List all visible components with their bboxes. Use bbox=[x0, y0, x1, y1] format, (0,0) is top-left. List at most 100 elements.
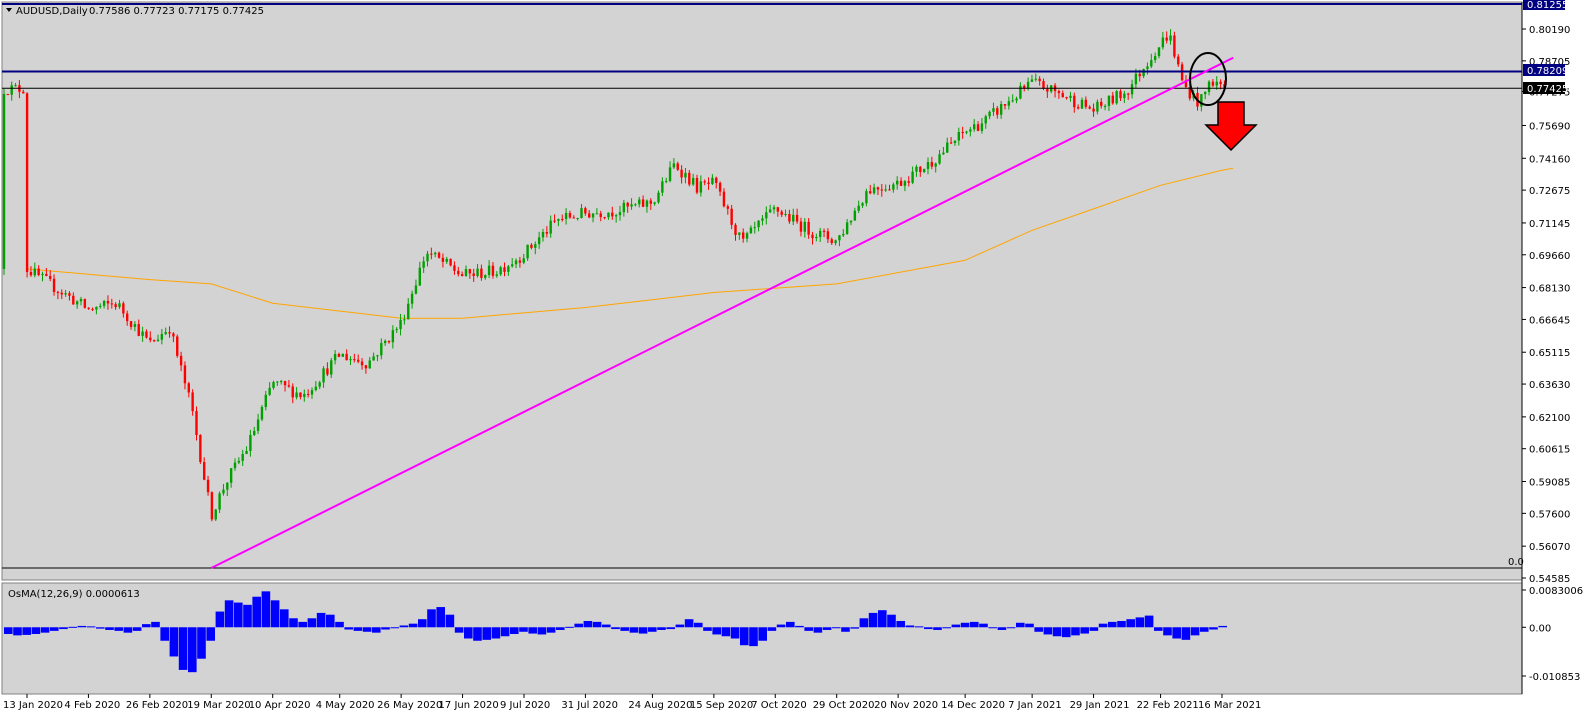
candle bbox=[91, 307, 94, 312]
symbol-dropdown-icon[interactable] bbox=[6, 8, 12, 12]
osma-bar bbox=[114, 627, 123, 631]
candle bbox=[287, 379, 291, 388]
candle-body bbox=[518, 260, 522, 263]
uptrend-line[interactable] bbox=[210, 56, 1234, 569]
candle-body bbox=[495, 274, 498, 276]
candle bbox=[449, 258, 452, 267]
candle-body bbox=[49, 275, 52, 279]
osma-bar bbox=[95, 627, 105, 629]
osma-bar bbox=[1071, 627, 1080, 636]
candle-body bbox=[757, 220, 760, 228]
candle-body bbox=[118, 303, 121, 308]
candle bbox=[684, 168, 687, 184]
candle-body bbox=[337, 353, 341, 357]
candle-body bbox=[368, 360, 371, 369]
price-axis-label: 0.69660 bbox=[1529, 251, 1570, 262]
candle bbox=[476, 263, 479, 278]
candle-body bbox=[657, 192, 660, 203]
candle-body bbox=[233, 462, 237, 469]
candle bbox=[969, 126, 972, 137]
candle-body bbox=[988, 111, 991, 117]
osma-bar bbox=[316, 612, 326, 628]
osma-bar bbox=[767, 627, 777, 631]
candle bbox=[984, 114, 987, 129]
candle bbox=[1157, 47, 1161, 59]
candle bbox=[1076, 104, 1080, 110]
candle-body bbox=[29, 272, 33, 276]
candle-body bbox=[83, 299, 87, 308]
candle-body bbox=[911, 171, 914, 183]
candle bbox=[511, 258, 514, 268]
candle-body bbox=[476, 268, 479, 276]
candle-body bbox=[807, 221, 810, 235]
candle-body bbox=[730, 208, 733, 225]
candle-body bbox=[676, 163, 679, 170]
candle bbox=[102, 299, 106, 309]
price-axis-label: 0.78705 bbox=[1529, 57, 1570, 68]
candle bbox=[992, 102, 995, 116]
candle-body bbox=[815, 236, 818, 239]
candle bbox=[145, 329, 148, 339]
candle bbox=[976, 121, 980, 132]
candle-body bbox=[183, 365, 187, 384]
candle bbox=[1038, 76, 1041, 86]
candle bbox=[253, 426, 256, 437]
candle-body bbox=[557, 218, 560, 221]
candle bbox=[495, 271, 498, 278]
candle-body bbox=[684, 172, 687, 178]
date-axis-label: 17 Jun 2020 bbox=[439, 700, 499, 711]
candle bbox=[333, 350, 337, 365]
candle bbox=[126, 310, 129, 326]
candle-body bbox=[399, 319, 402, 330]
candle bbox=[949, 137, 953, 145]
candle-body bbox=[145, 331, 148, 338]
candle-body bbox=[1177, 56, 1180, 65]
candle-body bbox=[349, 359, 352, 361]
candle-body bbox=[310, 390, 314, 395]
candle-body bbox=[503, 267, 506, 272]
candle bbox=[256, 413, 260, 434]
candle-body bbox=[453, 265, 456, 271]
candle-body bbox=[845, 222, 849, 234]
candle bbox=[210, 491, 214, 522]
candle-body bbox=[287, 385, 291, 387]
candle-body bbox=[711, 177, 714, 184]
candle bbox=[1127, 92, 1130, 100]
osma-bar bbox=[951, 624, 961, 628]
candle-body bbox=[772, 207, 776, 210]
osma-bar bbox=[528, 627, 537, 634]
osma-bar bbox=[13, 627, 22, 636]
osma-bar bbox=[905, 625, 915, 628]
candle-body bbox=[241, 453, 244, 461]
candle bbox=[545, 226, 549, 238]
moving-average-line bbox=[26, 167, 1234, 319]
candle-body bbox=[953, 140, 957, 144]
osma-bar bbox=[4, 627, 13, 635]
candle bbox=[1153, 52, 1157, 64]
candle bbox=[749, 225, 753, 234]
osma-bar bbox=[454, 627, 464, 633]
candle-body bbox=[892, 184, 895, 190]
candle-body bbox=[768, 209, 772, 213]
candle bbox=[734, 223, 737, 241]
osma-bar bbox=[997, 627, 1007, 630]
candle-body bbox=[630, 204, 633, 207]
candle-body bbox=[826, 231, 830, 240]
candle bbox=[1103, 104, 1107, 111]
top-price-tag bbox=[1523, 0, 1565, 10]
candle-body bbox=[803, 221, 806, 232]
osma-bar bbox=[445, 614, 455, 628]
candle bbox=[668, 161, 672, 183]
date-axis-label: 9 Jul 2020 bbox=[500, 700, 550, 711]
candle-body bbox=[853, 210, 857, 221]
osma-bar bbox=[215, 611, 225, 628]
osma-bar bbox=[132, 627, 142, 631]
osma-bar bbox=[243, 604, 252, 628]
candle-body bbox=[75, 301, 79, 305]
candle-body bbox=[638, 199, 641, 205]
candle-body bbox=[1046, 88, 1049, 92]
candle bbox=[291, 383, 294, 404]
candle bbox=[742, 228, 745, 243]
candle bbox=[973, 119, 976, 132]
candle bbox=[911, 166, 914, 185]
